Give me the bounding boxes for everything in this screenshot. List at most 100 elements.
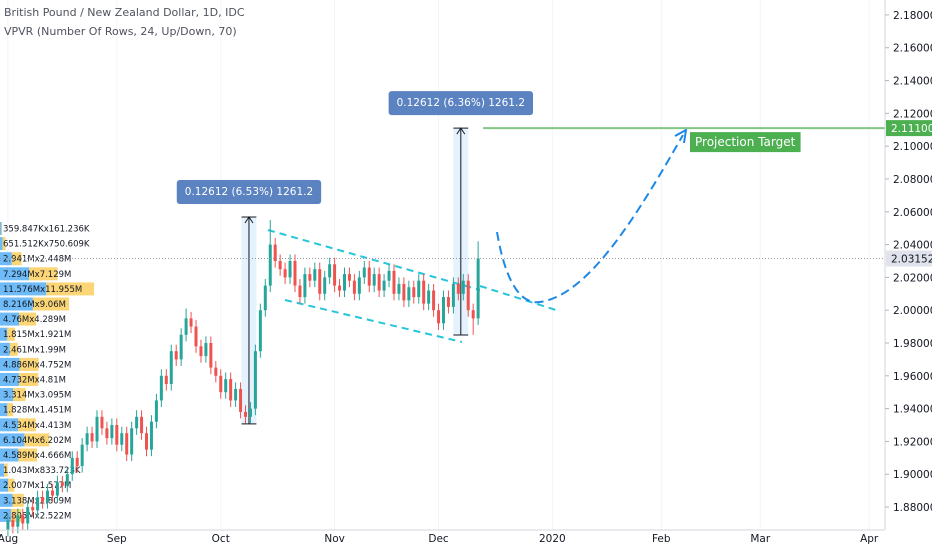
candle-body: [140, 416, 144, 434]
x-tick-label: Mar: [750, 533, 770, 545]
volume-down-bar: [19, 357, 39, 371]
candle-body: [318, 269, 322, 294]
price-label-box: [886, 250, 932, 267]
volume-label: 359.847Kx161.236K: [3, 225, 90, 235]
measure-label: 0.12612 (6.53%) 1261.2: [185, 186, 313, 198]
candle-body: [248, 408, 252, 417]
volume-label: 2.941Mx2.448M: [3, 255, 71, 265]
axes: 1.88000 1.90000 1.92000 1.94000 1.96000 1.980…: [0, 10, 932, 545]
volume-label: 4.589Mx4.666M: [3, 451, 71, 461]
volume-down-bar: [12, 493, 24, 507]
target-text: Projection Target: [695, 135, 796, 149]
candle-body: [441, 297, 445, 324]
volume-down-bar: [18, 373, 39, 386]
volume-up-bar: [0, 478, 9, 492]
candle-body: [283, 269, 287, 278]
candle-body: [149, 421, 153, 450]
candle-body: [26, 507, 30, 524]
volume-up-bar: [0, 448, 19, 462]
candle-body: [31, 507, 35, 511]
volume-label: 11.576Mx11.955M: [3, 285, 82, 295]
candle-body: [268, 244, 272, 286]
candle-body: [422, 280, 426, 304]
y-tick-label: 2.10000: [893, 141, 932, 153]
candle-body: [6, 520, 10, 530]
candle-body: [288, 260, 292, 278]
candle-body: [199, 346, 203, 357]
measure-arrowhead: [456, 127, 466, 135]
candle-body: [273, 244, 277, 261]
volume-label: 1.828Mx1.451M: [3, 406, 71, 416]
candle-body: [46, 490, 50, 503]
volume-up-bar: [0, 357, 20, 371]
candle-body: [21, 515, 25, 524]
candle-body: [189, 318, 193, 327]
volume-down-bar: [18, 418, 36, 432]
candle-body: [392, 270, 396, 294]
volume-label: 4.76Mx4.289M: [3, 315, 66, 325]
volume-down-bar: [7, 403, 14, 417]
x-tick-label: Sep: [107, 533, 127, 545]
candle-body: [219, 375, 223, 393]
y-tick-label: 1.90000: [893, 469, 932, 481]
y-tick-label: 2.14000: [893, 76, 932, 88]
candle-body: [65, 474, 69, 486]
volume-down-bar: [24, 433, 50, 447]
candle-body: [357, 277, 361, 294]
volume-up-bar: [0, 327, 8, 341]
candle-body: [135, 416, 139, 429]
candle-body: [110, 425, 114, 439]
volume-label: 2.007Mx1.577M: [3, 481, 71, 491]
candle-body: [476, 258, 480, 319]
candle-body: [164, 375, 168, 385]
price-label: 2.03152: [891, 253, 932, 265]
volume-label: 2.461Mx1.99M: [3, 345, 66, 355]
candle-body: [194, 326, 198, 347]
overlay: Projection Target: [0, 127, 885, 259]
volume-up-bar: [0, 237, 3, 251]
y-tick-label: 2.00000: [893, 305, 932, 317]
volume-up-bar: [0, 403, 8, 417]
volume-down-bar: [7, 327, 15, 341]
candle-body: [244, 411, 248, 417]
candle-body: [333, 264, 337, 286]
volume-up-bar: [0, 418, 19, 432]
x-tick-label: Dec: [428, 533, 449, 545]
candle-body: [451, 283, 455, 307]
projection-curve: [496, 134, 684, 304]
measure-label-box: [176, 180, 322, 205]
candle-body: [50, 490, 54, 496]
measure-label-box: [388, 91, 534, 116]
candle-body: [461, 280, 465, 294]
volume-up-bar: [0, 252, 12, 266]
y-tick-label: 2.08000: [893, 174, 932, 186]
candle-body: [224, 379, 228, 393]
volume-label: 8.216Mx9.06M: [3, 300, 66, 310]
candle-body: [342, 274, 346, 291]
volume-label: 3.314Mx3.095M: [3, 391, 71, 401]
candle-body: [372, 274, 376, 286]
chart-title: British Pound / New Zealand Dollar, 1D, …: [4, 6, 245, 19]
y-tick-label: 2.04000: [893, 240, 932, 252]
candle-body: [367, 267, 371, 286]
volume-down-bar: [29, 267, 58, 281]
y-tick-label: 2.16000: [893, 43, 932, 55]
volume-label: 4.732Mx4.81M: [3, 376, 66, 386]
projection-arrowhead: [674, 128, 688, 144]
candle-body: [446, 297, 450, 307]
volume-up-bar: [0, 373, 19, 386]
price-label-box: [886, 120, 932, 137]
y-tick-label: 2.12000: [893, 108, 932, 120]
candle-body: [60, 482, 64, 486]
measure-label: 0.12612 (6.36%) 1261.2: [397, 97, 525, 109]
y-tick-label: 1.98000: [893, 338, 932, 350]
y-tick-label: 1.88000: [893, 502, 932, 514]
candle-body: [397, 283, 401, 294]
volume-label: 651.512Kx750.609K: [3, 240, 90, 250]
volume-up-bar: [0, 342, 10, 356]
candle-body: [298, 285, 302, 298]
candle-body: [169, 351, 173, 385]
volume-down-bar: [2, 237, 6, 251]
candle-body: [16, 515, 20, 527]
